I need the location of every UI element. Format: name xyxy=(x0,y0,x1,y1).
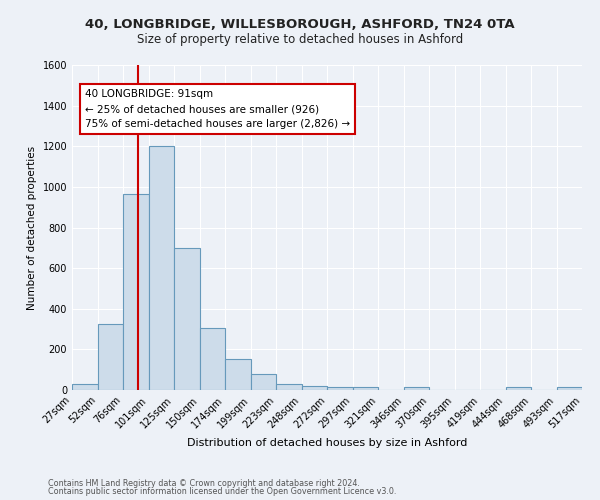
Text: 40, LONGBRIDGE, WILLESBOROUGH, ASHFORD, TN24 0TA: 40, LONGBRIDGE, WILLESBOROUGH, ASHFORD, … xyxy=(85,18,515,30)
Y-axis label: Number of detached properties: Number of detached properties xyxy=(27,146,37,310)
Bar xyxy=(123,194,149,390)
Bar xyxy=(327,387,353,390)
Bar xyxy=(505,387,531,390)
Text: Size of property relative to detached houses in Ashford: Size of property relative to detached ho… xyxy=(137,32,463,46)
Bar xyxy=(199,328,225,390)
Bar xyxy=(353,387,378,390)
Bar xyxy=(97,324,123,390)
X-axis label: Distribution of detached houses by size in Ashford: Distribution of detached houses by size … xyxy=(187,438,467,448)
Text: Contains HM Land Registry data © Crown copyright and database right 2024.: Contains HM Land Registry data © Crown c… xyxy=(48,478,360,488)
Bar xyxy=(276,384,302,390)
Bar xyxy=(149,146,174,390)
Text: Contains public sector information licensed under the Open Government Licence v3: Contains public sector information licen… xyxy=(48,487,397,496)
Bar xyxy=(251,374,276,390)
Bar xyxy=(72,384,97,390)
Bar xyxy=(225,358,251,390)
Bar xyxy=(174,248,199,390)
Bar xyxy=(557,387,582,390)
Bar xyxy=(404,387,429,390)
Text: 40 LONGBRIDGE: 91sqm
← 25% of detached houses are smaller (926)
75% of semi-deta: 40 LONGBRIDGE: 91sqm ← 25% of detached h… xyxy=(85,90,350,129)
Bar xyxy=(302,386,327,390)
